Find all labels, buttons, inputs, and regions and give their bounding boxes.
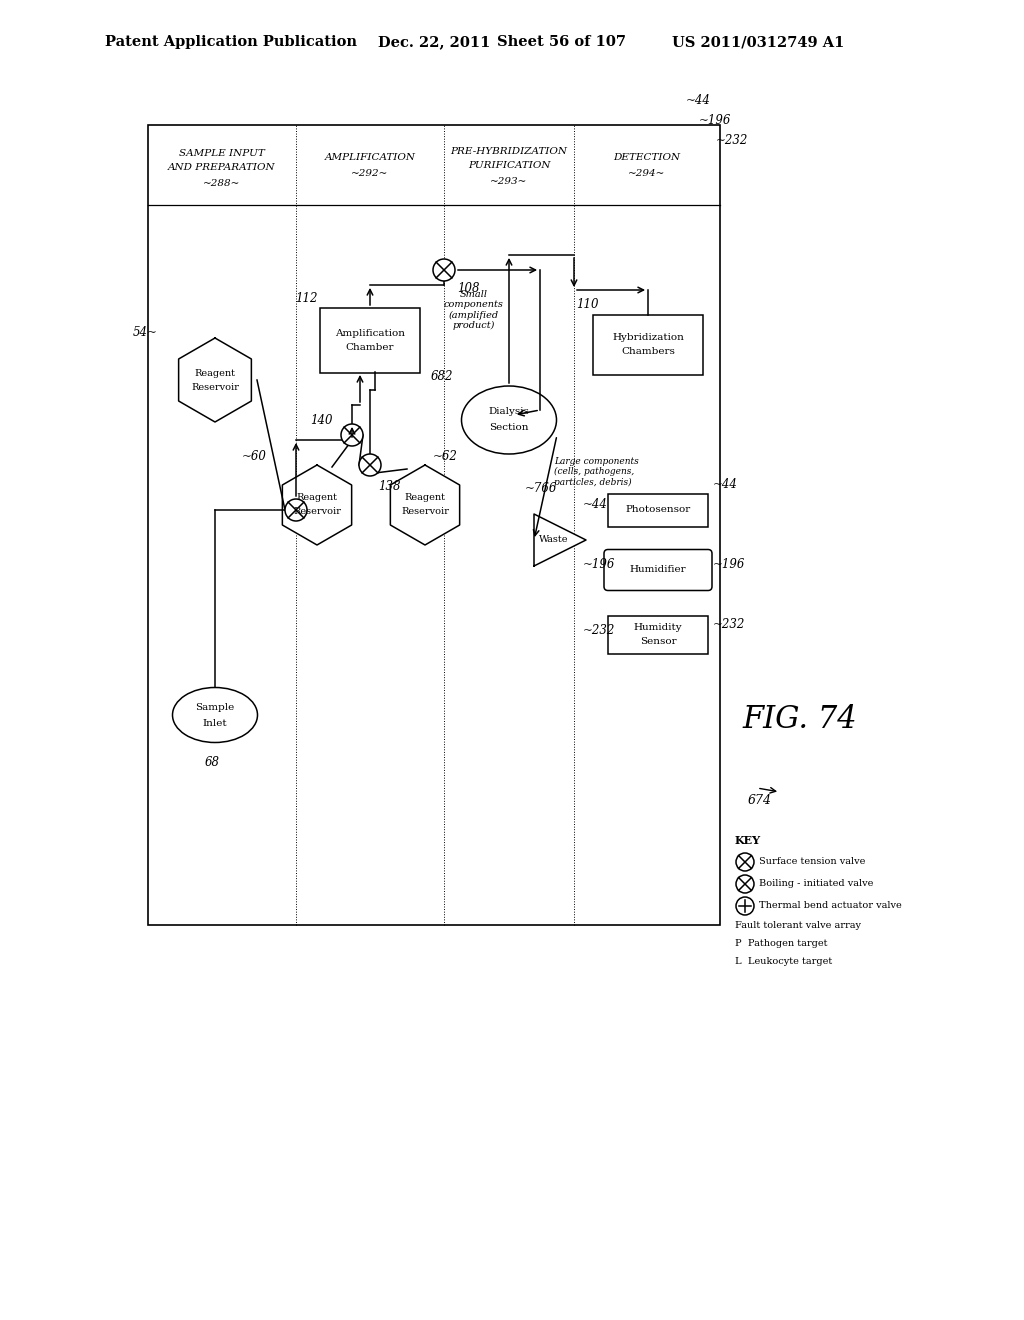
Text: 682: 682 [431, 370, 454, 383]
Text: 54~: 54~ [133, 326, 158, 338]
Text: Small
components
(amplified
product): Small components (amplified product) [444, 290, 504, 330]
Text: ~60: ~60 [242, 450, 267, 463]
Text: SAMPLE INPUT: SAMPLE INPUT [179, 149, 265, 157]
Text: PRE-HYBRIDIZATION: PRE-HYBRIDIZATION [451, 147, 567, 156]
Text: Reservoir: Reservoir [293, 507, 341, 516]
Text: Section: Section [489, 424, 528, 433]
Text: ~288~: ~288~ [204, 178, 241, 187]
Text: 112: 112 [295, 292, 317, 305]
Text: Large components
(cells, pathogens,
particles, debris): Large components (cells, pathogens, part… [554, 457, 639, 487]
Text: ~62: ~62 [433, 450, 458, 463]
Text: 110: 110 [575, 298, 598, 312]
Text: L  Leukocyte target: L Leukocyte target [735, 957, 833, 966]
Text: Chambers: Chambers [622, 347, 675, 356]
Bar [608, 616, 708, 653]
Text: ~44: ~44 [713, 479, 738, 491]
Polygon shape [283, 465, 351, 545]
Polygon shape [390, 465, 460, 545]
Text: AMPLIFICATION: AMPLIFICATION [325, 153, 416, 161]
Text: Reagent: Reagent [195, 368, 236, 378]
Circle shape [736, 875, 754, 894]
Circle shape [433, 259, 455, 281]
Text: Humidifier: Humidifier [630, 565, 686, 574]
Text: Amplification: Amplification [335, 329, 406, 338]
Text: Dialysis: Dialysis [488, 408, 529, 417]
Text: DETECTION: DETECTION [613, 153, 681, 161]
Text: 108: 108 [457, 281, 479, 294]
Text: 138: 138 [378, 480, 400, 494]
Text: Fault tolerant valve array: Fault tolerant valve array [735, 921, 861, 931]
Text: 118: 118 [308, 523, 330, 533]
Text: ~196: ~196 [713, 558, 745, 572]
Text: Sensor: Sensor [640, 638, 676, 647]
Text: Surface tension valve: Surface tension valve [759, 858, 865, 866]
Circle shape [341, 424, 362, 446]
Text: Reservoir: Reservoir [191, 383, 239, 392]
Text: US 2011/0312749 A1: US 2011/0312749 A1 [672, 36, 845, 49]
Circle shape [285, 499, 307, 521]
Text: Sheet 56 of 107: Sheet 56 of 107 [497, 36, 626, 49]
Text: Sample: Sample [196, 702, 234, 711]
Circle shape [359, 454, 381, 477]
Text: ~232: ~232 [583, 623, 615, 636]
Ellipse shape [462, 385, 556, 454]
Text: 68: 68 [205, 756, 220, 770]
Text: ~294~: ~294~ [629, 169, 666, 177]
Text: ~44: ~44 [685, 94, 711, 107]
Circle shape [736, 898, 754, 915]
Bar [593, 315, 703, 375]
Text: KEY: KEY [735, 834, 761, 846]
Circle shape [736, 853, 754, 871]
Text: Reservoir: Reservoir [401, 507, 449, 516]
Text: Photosensor: Photosensor [626, 506, 690, 515]
Bar [148, 125, 720, 925]
Bar [608, 494, 708, 527]
Text: ~232: ~232 [713, 619, 745, 631]
Text: Dec. 22, 2011: Dec. 22, 2011 [378, 36, 490, 49]
Text: Patent Application Publication: Patent Application Publication [105, 36, 357, 49]
Text: Humidity: Humidity [634, 623, 682, 632]
Text: P  Pathogen target: P Pathogen target [735, 940, 827, 949]
Text: ~196: ~196 [698, 114, 731, 127]
Text: ~44: ~44 [583, 499, 608, 511]
Text: FIG. 74: FIG. 74 [742, 705, 857, 735]
Text: 674: 674 [748, 793, 772, 807]
Text: ~293~: ~293~ [490, 177, 527, 186]
Text: Chamber: Chamber [346, 342, 394, 351]
Text: Waste: Waste [539, 536, 568, 544]
Text: 140: 140 [310, 413, 333, 426]
Text: ~232: ~232 [716, 133, 749, 147]
Polygon shape [178, 338, 251, 422]
FancyBboxPatch shape [604, 549, 712, 590]
Text: ~766: ~766 [525, 482, 557, 495]
Text: Reagent: Reagent [297, 494, 338, 503]
Text: Boiling - initiated valve: Boiling - initiated valve [759, 879, 873, 888]
Bar [319, 308, 420, 372]
Text: AND PREPARATION: AND PREPARATION [168, 162, 275, 172]
Text: Hybridization: Hybridization [612, 334, 684, 342]
Text: ~196: ~196 [583, 558, 615, 572]
Ellipse shape [172, 688, 257, 742]
Polygon shape [534, 513, 586, 566]
Text: Inlet: Inlet [203, 718, 227, 727]
Text: Thermal bend actuator valve: Thermal bend actuator valve [759, 902, 902, 911]
Text: ~292~: ~292~ [351, 169, 389, 177]
Text: PURIFICATION: PURIFICATION [468, 161, 550, 169]
Text: Reagent: Reagent [404, 494, 445, 503]
